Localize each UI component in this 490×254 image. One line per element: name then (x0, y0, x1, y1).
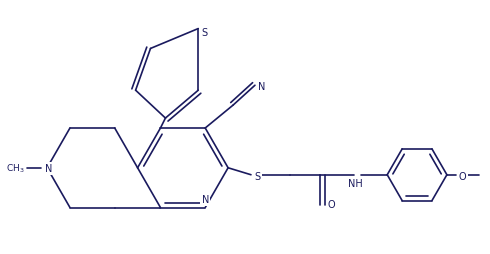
Text: N: N (201, 195, 209, 205)
Text: CH$_3$: CH$_3$ (6, 163, 25, 175)
Text: N: N (46, 164, 53, 174)
Text: NH: NH (348, 179, 363, 189)
Text: S: S (255, 172, 261, 182)
Text: N: N (258, 82, 266, 92)
Text: S: S (201, 27, 207, 38)
Text: O: O (459, 172, 466, 182)
Text: O: O (328, 200, 335, 210)
